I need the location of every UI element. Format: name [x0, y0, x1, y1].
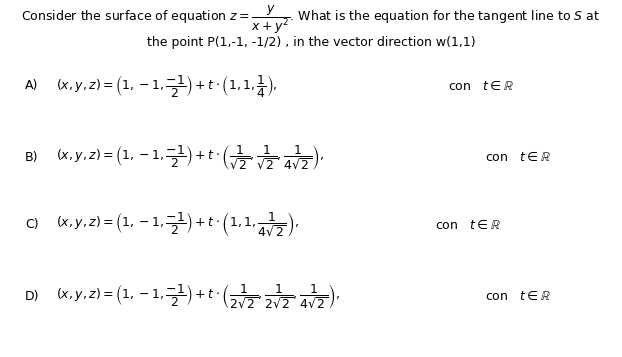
- Text: con   $t \in \mathbb{R}$: con $t \in \mathbb{R}$: [485, 150, 550, 164]
- Text: con   $t \in \mathbb{R}$: con $t \in \mathbb{R}$: [435, 218, 501, 232]
- Text: C): C): [25, 218, 39, 231]
- Text: the point P(1,-1, -1/2) , in the vector direction w(1,1): the point P(1,-1, -1/2) , in the vector …: [147, 36, 475, 49]
- Text: D): D): [25, 290, 39, 303]
- Text: con   $t \in \mathbb{R}$: con $t \in \mathbb{R}$: [485, 289, 550, 303]
- Text: con   $t \in \mathbb{R}$: con $t \in \mathbb{R}$: [448, 79, 513, 93]
- Text: A): A): [25, 79, 39, 92]
- Text: $(x, y, z) = \left(1, -1, \dfrac{-1}{2}\right) + t \cdot \left(\dfrac{1}{2\sqrt{: $(x, y, z) = \left(1, -1, \dfrac{-1}{2}\…: [56, 282, 340, 311]
- Text: $(x, y, z) = \left(1, -1, \dfrac{-1}{2}\right) + t \cdot \left(\dfrac{1}{\sqrt{2: $(x, y, z) = \left(1, -1, \dfrac{-1}{2}\…: [56, 142, 324, 172]
- Text: $(x, y, z) = \left(1, -1, \dfrac{-1}{2}\right) + t \cdot \left(1, 1, \dfrac{1}{4: $(x, y, z) = \left(1, -1, \dfrac{-1}{2}\…: [56, 210, 299, 240]
- Text: Consider the surface of equation $z = \dfrac{y}{x+y^2}$. What is the equation fo: Consider the surface of equation $z = \d…: [22, 4, 600, 36]
- Text: B): B): [25, 151, 39, 164]
- Text: $(x, y, z) = \left(1, -1, \dfrac{-1}{2}\right) + t \cdot \left(1, 1, \dfrac{1}{4: $(x, y, z) = \left(1, -1, \dfrac{-1}{2}\…: [56, 73, 277, 99]
